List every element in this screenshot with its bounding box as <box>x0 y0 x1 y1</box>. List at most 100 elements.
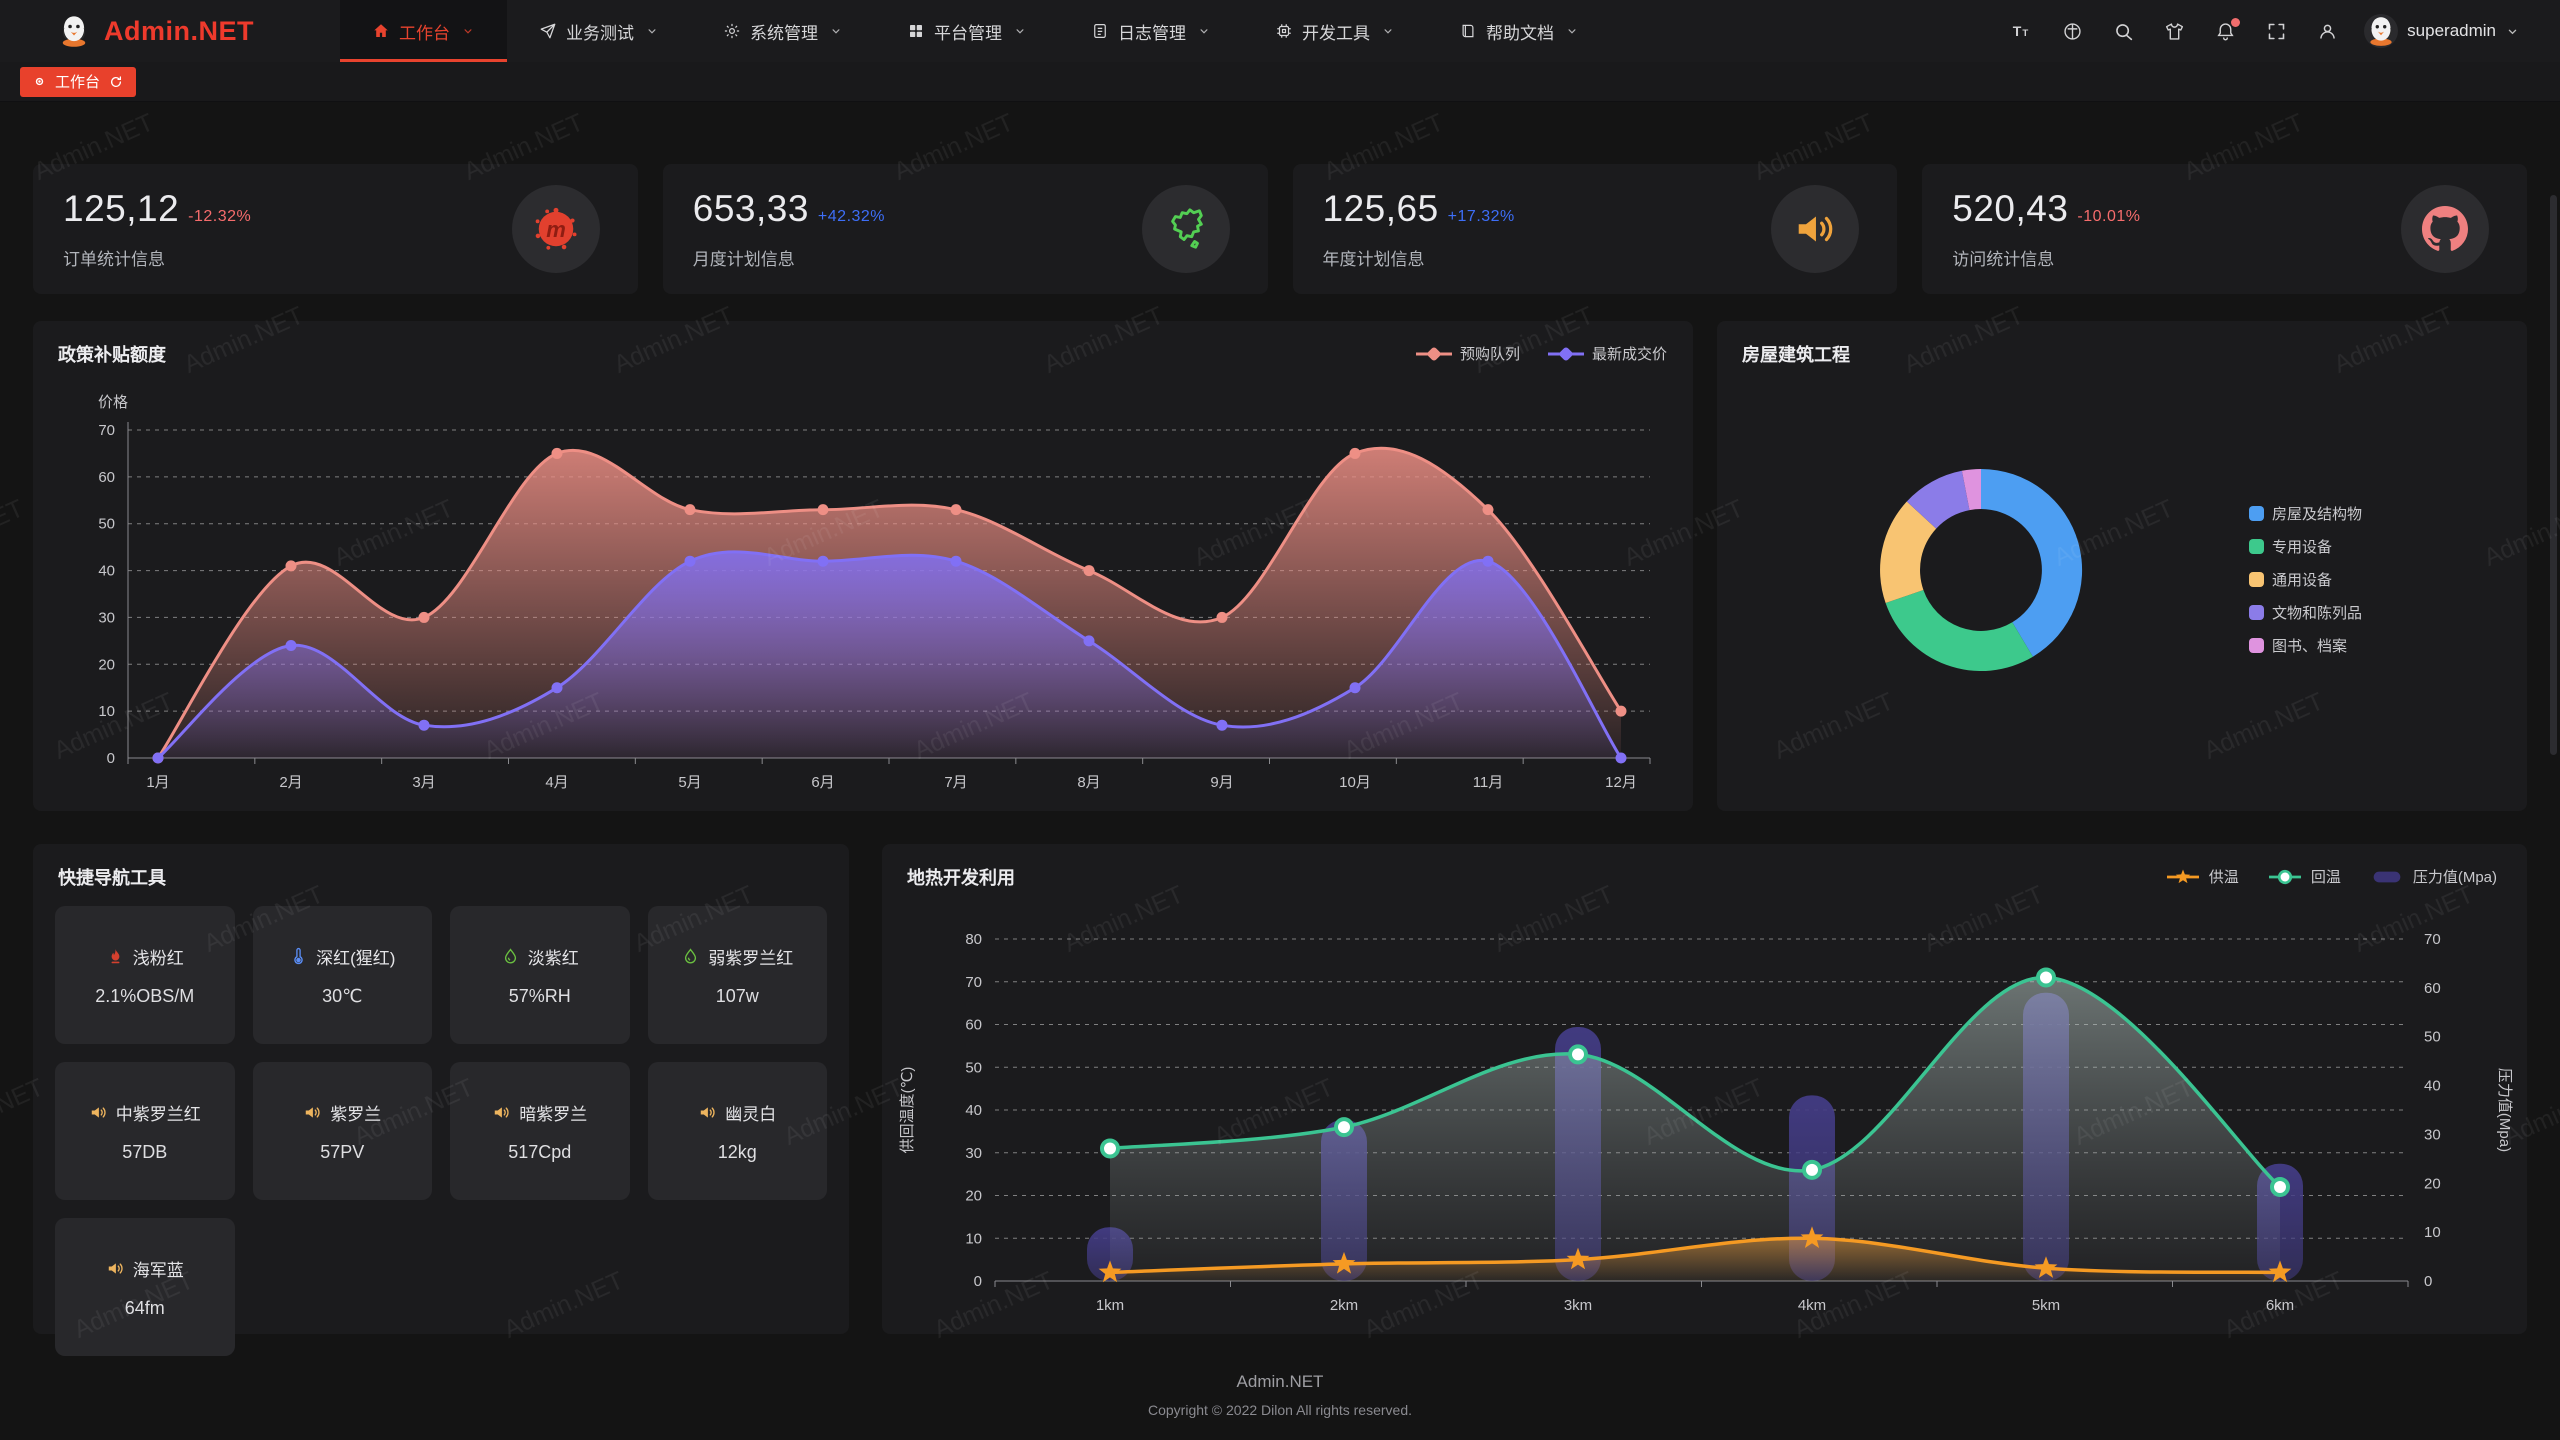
language-icon[interactable] <box>2062 21 2083 42</box>
quick-nav-button-幽灵白[interactable]: 幽灵白 12kg <box>647 1062 827 1200</box>
svg-text:T: T <box>2023 27 2029 38</box>
legend-swatch <box>2249 572 2264 587</box>
building-pie-svg <box>1880 468 2083 672</box>
legend-item-通用设备[interactable]: 通用设备 <box>2249 569 2332 590</box>
legend-item-专用设备[interactable]: 专用设备 <box>2249 536 2332 557</box>
line-diamond-marker <box>1415 346 1452 362</box>
legend-item-图书、档案[interactable]: 图书、档案 <box>2249 635 2347 656</box>
svg-text:价格: 价格 <box>98 394 128 411</box>
menu-item-系统管理[interactable]: 系统管理 <box>691 0 875 62</box>
svg-text:30: 30 <box>98 609 115 626</box>
stat-value: 125,65 +17.32% <box>1322 188 1515 229</box>
chevron-down-icon <box>2505 24 2520 39</box>
legend-item-供温[interactable]: 供温 <box>2165 866 2239 887</box>
svg-text:10: 10 <box>965 1230 982 1247</box>
scrollbar-thumb[interactable] <box>2550 195 2557 755</box>
legend-marker <box>2369 869 2405 885</box>
quick-nav-button-海军蓝[interactable]: 海军蓝 64fm <box>55 1218 235 1356</box>
quick-nav-button-暗紫罗兰[interactable]: 暗紫罗兰 517Cpd <box>450 1062 630 1200</box>
quick-nav-value: 57%RH <box>508 985 571 1006</box>
legend-item-最新成交价[interactable]: 最新成交价 <box>1547 343 1667 364</box>
quick-nav-value: 2.1%OBS/M <box>95 985 195 1006</box>
legend-item-回温[interactable]: 回温 <box>2267 866 2341 887</box>
legend-item-文物和陈列品[interactable]: 文物和陈列品 <box>2249 602 2362 623</box>
svg-text:20: 20 <box>2424 1175 2441 1192</box>
quick-nav-button-深红(猩红)[interactable]: 深红(猩红) 30℃ <box>252 906 432 1044</box>
logo[interactable]: Admin.NET <box>56 0 254 62</box>
quick-nav-name: 海军蓝 <box>132 1260 184 1280</box>
chevron-down-icon <box>461 24 475 38</box>
svg-text:5月: 5月 <box>678 774 701 791</box>
tab-workbench[interactable]: 工作台 <box>20 66 137 97</box>
quick-nav-button-弱紫罗兰红[interactable]: 弱紫罗兰红 107w <box>647 906 827 1044</box>
stat-card-访问统计信息: 520,43 -10.01% 访问统计信息 <box>1922 164 2527 294</box>
legend-item-压力值(Mpa)[interactable]: 压力值(Mpa) <box>2369 866 2497 887</box>
svg-text:0: 0 <box>107 750 115 767</box>
chevron-down-icon <box>1381 24 1395 38</box>
stat-icon-circle <box>1141 185 1230 273</box>
legend-item-房屋及结构物[interactable]: 房屋及结构物 <box>2249 503 2362 524</box>
menu-item-平台管理[interactable]: 平台管理 <box>875 0 1059 62</box>
bell-icon[interactable] <box>2215 17 2241 42</box>
legend-swatch <box>2249 539 2264 554</box>
stat-value: 520,43 -10.01% <box>1952 188 2141 229</box>
legend-item-预购队列[interactable]: 预购队列 <box>1415 343 1520 364</box>
stat-icon-circle <box>1771 185 1860 273</box>
menu-item-label: 工作台 <box>399 23 450 43</box>
avatar <box>2364 14 2399 48</box>
page-footer: Admin.NET Copyright © 2022 Dilon All rig… <box>33 1372 2527 1418</box>
quick-nav-button-紫罗兰[interactable]: 紫罗兰 57PV <box>252 1062 432 1200</box>
legend-label: 回温 <box>2310 869 2341 886</box>
svg-text:30: 30 <box>2424 1126 2441 1143</box>
user-icon[interactable] <box>2317 21 2338 42</box>
svg-text:40: 40 <box>98 563 115 580</box>
menu-item-帮助文档[interactable]: 帮助文档 <box>1427 0 1611 62</box>
fullscreen-icon[interactable] <box>2266 21 2287 42</box>
quick-nav-name: 弱紫罗兰红 <box>708 948 794 968</box>
fire-icon <box>106 947 125 966</box>
user-name: superadmin <box>2407 21 2496 40</box>
quick-nav-grid: 浅粉红 2.1%OBS/M 深红(猩红) 30℃ 淡紫红 57%RH 弱紫罗兰红 107w 中紫… <box>33 844 849 1356</box>
theme-icon[interactable] <box>2164 21 2185 42</box>
svg-text:50: 50 <box>98 516 115 533</box>
user-menu[interactable]: superadmin <box>2364 0 2560 62</box>
quick-nav-name: 淡紫红 <box>527 948 579 968</box>
menu-item-日志管理[interactable]: 日志管理 <box>1059 0 1243 62</box>
quick-nav-button-header: 浅粉红 <box>106 944 184 969</box>
speaker-icon <box>1792 206 1838 252</box>
svg-text:1km: 1km <box>1096 1297 1124 1314</box>
quick-nav-button-header: 幽灵白 <box>698 1100 776 1125</box>
legend-label: 图书、档案 <box>2272 638 2348 655</box>
quick-nav-button-header: 淡紫红 <box>501 944 579 969</box>
quick-nav-button-浅粉红[interactable]: 浅粉红 2.1%OBS/M <box>55 906 235 1044</box>
quick-nav-button-header: 海军蓝 <box>106 1256 184 1281</box>
quick-nav-button-淡紫红[interactable]: 淡紫红 57%RH <box>450 906 630 1044</box>
home-icon <box>372 22 390 40</box>
quick-nav-button-中紫罗兰红[interactable]: 中紫罗兰红 57DB <box>55 1062 235 1200</box>
quick-nav-name: 紫罗兰 <box>330 1104 382 1124</box>
menu-item-工作台[interactable]: 工作台 <box>340 0 507 62</box>
svg-text:60: 60 <box>98 469 115 486</box>
menu-item-开发工具[interactable]: 开发工具 <box>1243 0 1427 62</box>
legend-label: 预购队列 <box>1459 346 1520 363</box>
quick-nav-button-header: 深红(猩红) <box>289 944 395 969</box>
series-回温 <box>1100 967 2290 1281</box>
legend-swatch <box>2249 605 2264 620</box>
donut-slice-文物和陈列品 <box>1906 470 1970 529</box>
geothermal-chart-svg: 0 10 20 30 40 50 60 70 80 0 10 20 30 40 50 60 70 1km 2km 3k… <box>899 931 2513 1314</box>
menu-item-label: 平台管理 <box>934 23 1002 43</box>
menu-item-业务测试[interactable]: 业务测试 <box>507 0 691 62</box>
geothermal-chart-legend: 供温 回温 压力值(Mpa) <box>2165 866 2497 887</box>
refresh-icon[interactable] <box>109 75 123 89</box>
svg-text:4月: 4月 <box>545 774 568 791</box>
subsidy-chart-title: 政策补贴额度 <box>58 345 166 365</box>
tab-bar: 工作台 <box>0 62 2560 102</box>
stat-label: 访问统计信息 <box>1952 250 2055 269</box>
legend-label: 最新成交价 <box>1591 346 1667 363</box>
svg-text:10月: 10月 <box>1339 774 1371 791</box>
speaker-icon <box>106 1259 125 1278</box>
search-icon[interactable] <box>2113 21 2134 42</box>
series-最新成交价 <box>152 550 1627 764</box>
menu-item-label: 开发工具 <box>1302 23 1370 43</box>
